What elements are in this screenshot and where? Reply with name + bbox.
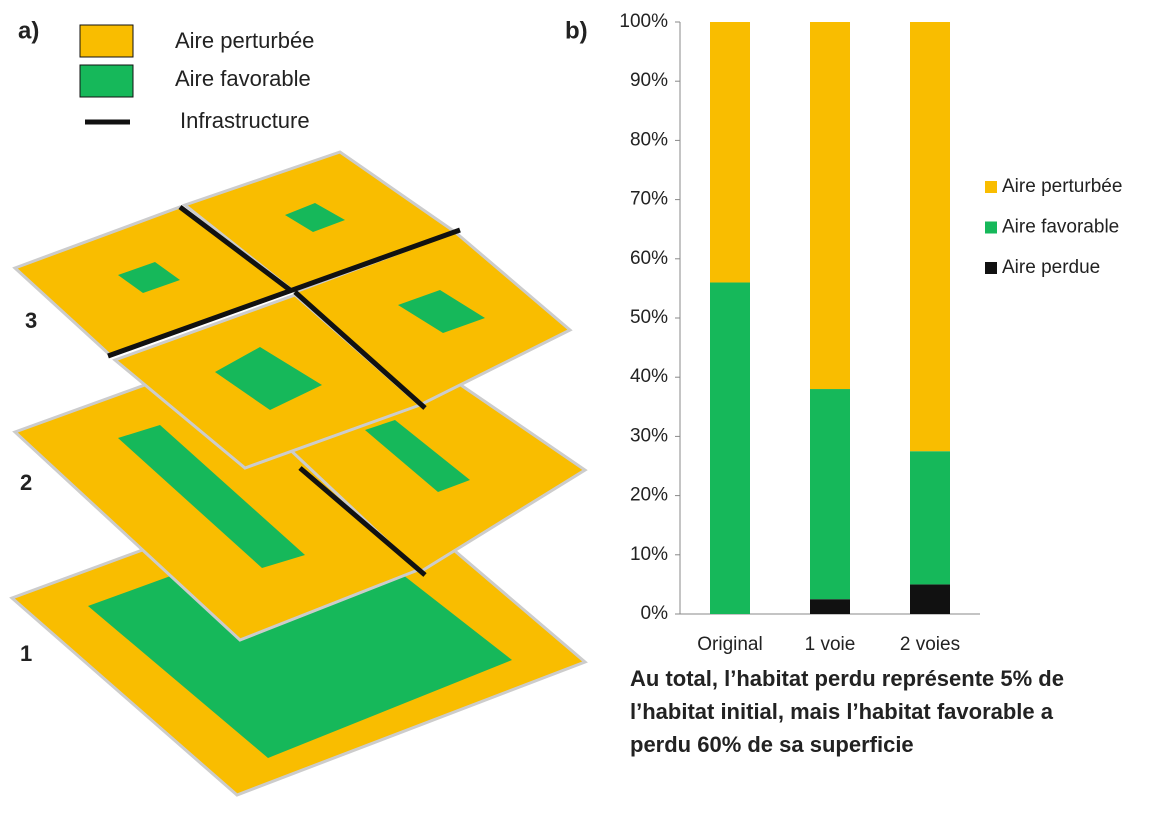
bar-segment [710, 22, 750, 283]
favorable-area [215, 347, 322, 410]
level-label: 1 [20, 641, 32, 666]
annotation: Au total, l’habitat perdu représente 5% … [630, 666, 1064, 691]
favorable-area [118, 425, 305, 568]
infrastructure [293, 290, 427, 410]
bar-segment [810, 389, 850, 600]
x-tick-label: Original [697, 634, 762, 655]
bar-segment [810, 22, 850, 390]
panel-label: b) [565, 17, 588, 44]
y-tick-label: 40% [630, 366, 668, 387]
y-tick-label: 20% [630, 485, 668, 506]
legend-swatch [985, 221, 997, 234]
panel-label: a) [18, 17, 39, 44]
chart: 0% 10% 20% 30% 40% 50% 60% 70% 80% 90% 100% Origina… [619, 11, 1122, 757]
infrastructure [178, 205, 292, 292]
favorable-area [365, 420, 470, 492]
annotation: l’habitat initial, mais l’habitat favora… [630, 699, 1054, 724]
x-tick-label: 1 voie [805, 634, 856, 655]
legend-swatch [985, 181, 997, 193]
x-tick-label: 2 voies [900, 634, 960, 655]
infrastructure [107, 227, 461, 359]
legend-swatch [985, 262, 997, 274]
y-tick-label: 50% [630, 307, 668, 328]
bar-segment [910, 584, 950, 614]
legend-label: Aire perturbée [1002, 176, 1122, 197]
favorable-area [398, 290, 485, 333]
bar-segment [910, 22, 950, 452]
favorable-area [118, 262, 180, 293]
y-tick-label: 0% [641, 603, 669, 624]
bar-segment [810, 599, 850, 614]
bar-segment [910, 451, 950, 585]
y-tick-label: 30% [630, 425, 668, 446]
legend-label: Aire perdue [1002, 257, 1100, 278]
y-tick-label: 100% [619, 11, 668, 32]
legend-label: Infrastructure [180, 108, 310, 133]
y-tick-label: 90% [630, 70, 668, 91]
annotation: perdu 60% de sa superficie [630, 732, 914, 757]
y-tick-label: 10% [630, 544, 668, 565]
y-tick-label: 80% [630, 129, 668, 150]
diagram: Aire perturbée Aire favorable Infrastruc… [9, 17, 588, 797]
level-label: 2 [20, 470, 32, 495]
legend-label: Aire perturbée [175, 28, 314, 53]
legend-label: Aire favorable [1002, 217, 1119, 238]
bar-segment [710, 282, 750, 614]
favorable-area [285, 203, 345, 232]
level-label: 3 [25, 308, 37, 333]
y-tick-label: 70% [630, 189, 668, 210]
legend-swatch [79, 24, 134, 58]
legend-label: Aire favorable [175, 66, 311, 91]
legend-swatch [79, 64, 134, 98]
infrastructure [298, 466, 427, 577]
y-tick-label: 60% [630, 248, 668, 269]
